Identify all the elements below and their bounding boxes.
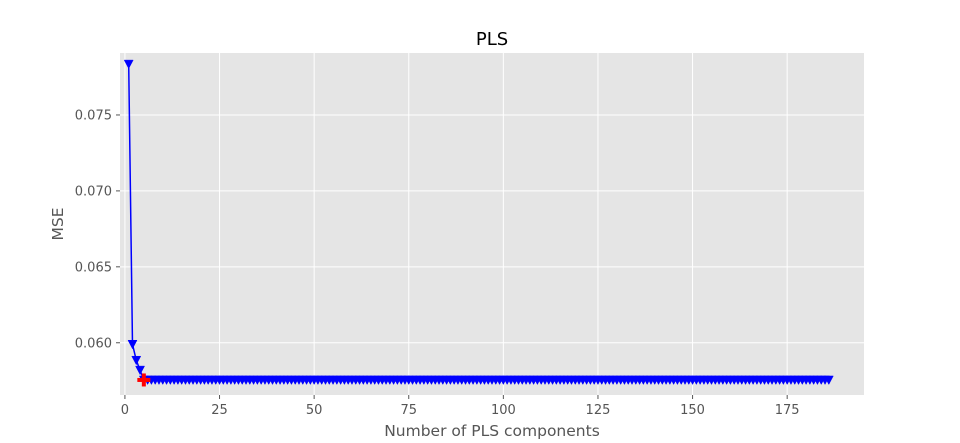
y-tick-label: 0.070: [75, 184, 112, 199]
data-point-marker: [123, 59, 134, 70]
x-tick-label: 125: [586, 403, 611, 418]
x-tick-label: 150: [680, 403, 705, 418]
y-axis-label: MSE: [49, 207, 67, 240]
y-tick-label: 0.060: [75, 336, 112, 351]
data-point-marker: [127, 340, 138, 350]
x-tick-label: 50: [306, 403, 323, 418]
x-tick-label: 75: [400, 403, 417, 418]
grid-lines: [120, 53, 864, 395]
x-tick-label: 0: [121, 403, 129, 418]
chart-title: PLS: [476, 29, 508, 50]
y-tick-label: 0.075: [75, 108, 112, 123]
x-tick-label: 25: [211, 403, 228, 418]
y-tick-label: 0.065: [75, 260, 112, 275]
plot-area: [120, 53, 864, 395]
data-point-marker: [131, 355, 142, 366]
x-axis: 0 25 50 75 100 125 150 175: [121, 395, 800, 418]
annotation-layer: [137, 373, 151, 387]
x-tick-label: 100: [491, 403, 516, 418]
series-layer: [123, 59, 834, 386]
y-axis: 0.060 0.065 0.070 0.075: [75, 108, 120, 351]
min-mse-marker: [137, 373, 151, 387]
x-axis-label: Number of PLS components: [384, 422, 600, 440]
x-tick-label: 175: [775, 403, 800, 418]
data-point-marker: [823, 375, 834, 386]
data-point-marker: [135, 365, 145, 376]
